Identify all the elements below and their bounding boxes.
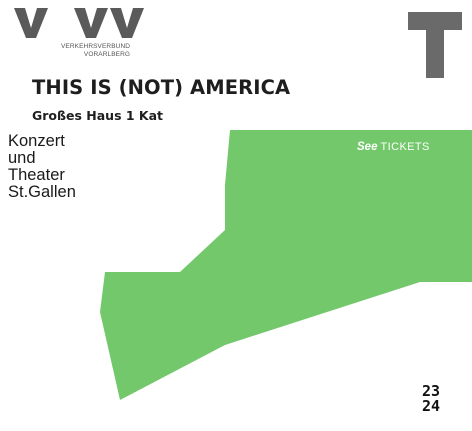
green-shape-path (100, 130, 472, 400)
venue-line: St.Gallen (8, 183, 76, 201)
venue-line: Theater (8, 166, 65, 184)
venue-logo: Konzert und Theater St.Gallen (8, 133, 76, 201)
season-label: 23 24 (422, 384, 440, 414)
brand-tickets: TICKETS (380, 141, 430, 153)
vvv-subtitle: VERKEHRSVERBUND VORARLBERG (61, 43, 130, 59)
vvv-logo: VERKEHRSVERBUND VORARLBERG (14, 6, 174, 68)
venue-line: Konzert (8, 132, 65, 150)
see-tickets-logo: See TICKETS (357, 141, 430, 153)
vvv-subtitle-line1: VERKEHRSVERBUND (61, 43, 131, 50)
season-year-start: 23 (422, 382, 441, 400)
venue-line: und (8, 149, 36, 167)
season-year-end: 24 (422, 397, 441, 415)
brand-see: See (357, 141, 378, 153)
vvv-letters-icon (14, 8, 144, 38)
ticket-category: Großes Haus 1 Kat (32, 108, 164, 123)
vvv-subtitle-line2: VORARLBERG (83, 51, 131, 58)
header-band (0, 0, 472, 130)
t-logo-icon (408, 12, 462, 78)
event-title: THIS IS (NOT) AMERICA (32, 76, 291, 99)
